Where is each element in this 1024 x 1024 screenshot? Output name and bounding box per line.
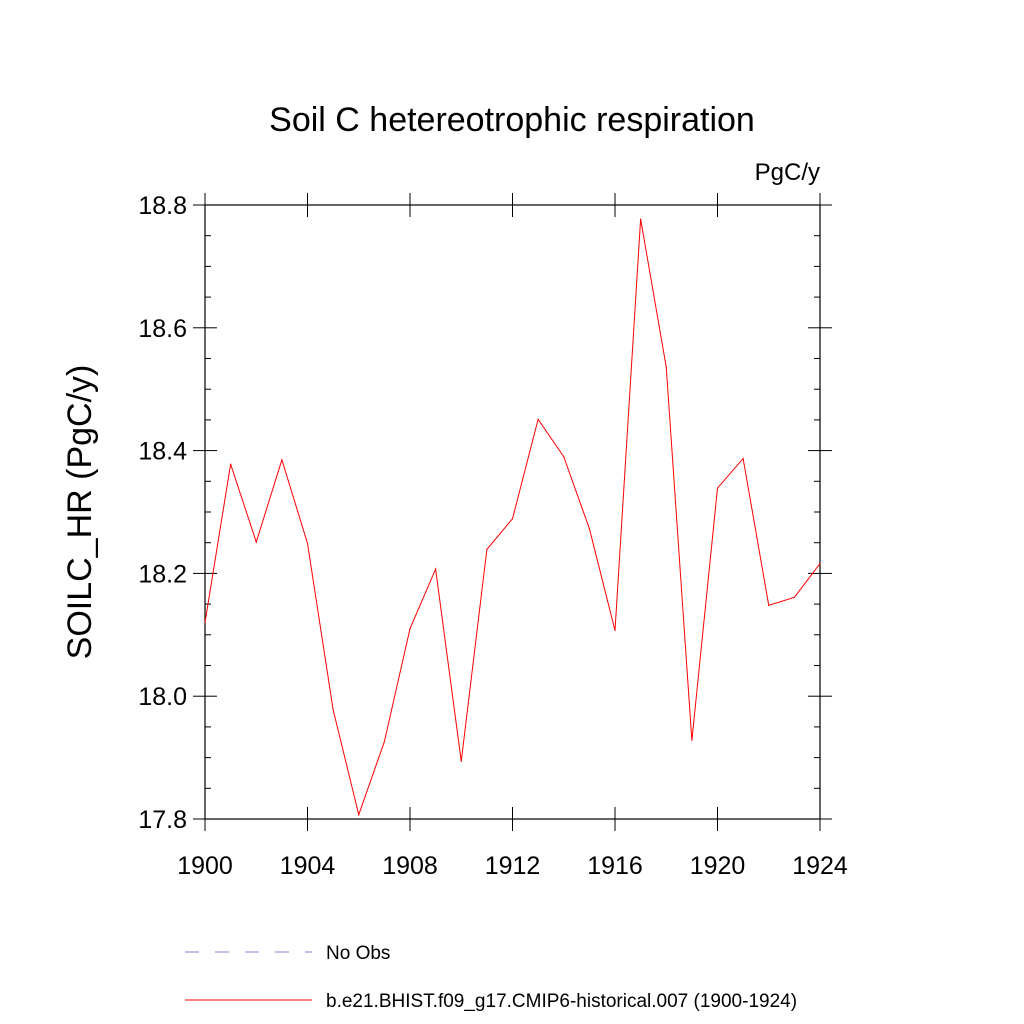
data-point xyxy=(486,548,488,551)
data-point xyxy=(332,709,334,711)
x-tick-label: 1916 xyxy=(587,852,643,880)
data-point xyxy=(793,596,795,598)
data-point xyxy=(383,741,385,743)
legend-label: b.e21.BHIST.f09_g17.CMIP6-historical.007… xyxy=(326,991,797,1012)
y-tick-label: 18.2 xyxy=(138,560,187,588)
data-point xyxy=(537,418,539,420)
data-point xyxy=(281,459,283,461)
y-tick-labels: 17.8 18.0 18.2 18.4 18.6 18.8 xyxy=(138,192,187,834)
plot-frame xyxy=(204,204,821,820)
x-tick-labels: 1900 1904 1908 1912 1916 1920 1924 xyxy=(177,852,848,880)
data-point xyxy=(563,456,565,458)
data-point xyxy=(614,629,616,632)
legend: No Obs b.e21.BHIST.f09_g17.CMIP6-historic… xyxy=(185,943,797,1012)
data-point xyxy=(742,457,744,460)
y-tick-label: 18.4 xyxy=(138,438,187,466)
data-point xyxy=(230,463,232,465)
series-layer xyxy=(204,218,821,817)
data-point xyxy=(204,621,206,624)
data-point xyxy=(435,568,437,570)
y-tick-label: 18.8 xyxy=(138,192,187,220)
data-point xyxy=(255,541,257,543)
data-point xyxy=(716,487,719,489)
y-tick-label: 17.8 xyxy=(138,806,187,834)
data-point xyxy=(691,739,693,742)
data-point xyxy=(306,542,309,544)
chart-title: Soil C hetereotrophic respiration xyxy=(269,101,755,139)
y-tick-label: 18.6 xyxy=(138,315,187,343)
data-point xyxy=(511,518,514,520)
y-axis-label: SOILC_HR (PgC/y) xyxy=(61,365,99,660)
data-point xyxy=(460,760,462,762)
data-point xyxy=(665,366,667,368)
data-point xyxy=(358,814,360,816)
x-tick-label: 1904 xyxy=(280,852,336,880)
y-tick-label: 18.0 xyxy=(138,683,187,711)
data-point xyxy=(409,628,411,630)
x-tick-label: 1924 xyxy=(792,852,848,880)
units-label: PgC/y xyxy=(755,159,820,186)
legend-label: No Obs xyxy=(326,943,390,964)
series-line xyxy=(204,219,821,817)
data-point xyxy=(588,527,590,530)
data-point xyxy=(640,218,642,220)
data-point xyxy=(819,562,821,565)
data-point xyxy=(768,604,770,606)
x-tick-label: 1900 xyxy=(177,852,233,880)
plot-axes xyxy=(204,204,821,820)
x-tick-label: 1912 xyxy=(485,852,541,880)
x-tick-label: 1908 xyxy=(382,852,438,880)
x-tick-label: 1920 xyxy=(690,852,746,880)
axis-ticks xyxy=(193,193,832,831)
